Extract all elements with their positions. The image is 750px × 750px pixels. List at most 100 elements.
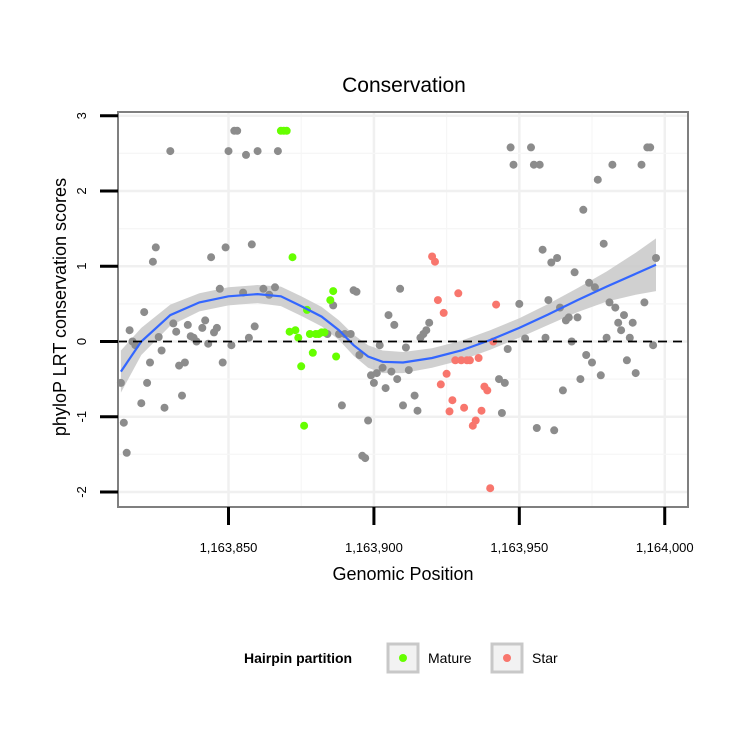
data-point-other	[628, 318, 637, 327]
data-point-other	[579, 205, 588, 214]
data-point-other	[352, 287, 361, 296]
data-point-other	[588, 358, 596, 367]
data-point-other	[221, 243, 230, 252]
data-point-other	[497, 409, 506, 417]
y-tick-label: 1	[74, 263, 89, 270]
data-point-other	[160, 403, 169, 412]
data-point-other	[387, 367, 396, 376]
chart-title: Conservation	[342, 74, 466, 97]
data-point-other	[207, 253, 216, 262]
data-point-mature	[294, 333, 303, 342]
y-tick-label: 2	[74, 187, 89, 194]
data-point-other	[625, 333, 634, 342]
data-point-other	[576, 375, 585, 384]
data-point-mature	[332, 352, 341, 361]
data-point-other	[413, 406, 422, 415]
data-point-star	[486, 484, 495, 493]
gridlines	[118, 112, 688, 507]
data-point-other	[372, 369, 381, 378]
data-point-other	[125, 326, 134, 335]
x-axis: 1,163,850 1,163,900 1,163,950 1,164,000	[200, 507, 694, 555]
smooth-curve	[119, 263, 657, 373]
data-point-other	[355, 351, 364, 359]
data-point-star	[445, 407, 454, 416]
x-tick-label: 1,164,000	[636, 540, 694, 555]
data-point-star	[492, 300, 501, 309]
data-point-other	[611, 303, 620, 312]
data-point-other	[573, 313, 582, 322]
data-point-other	[146, 358, 154, 367]
data-point-other	[515, 299, 524, 308]
y-axis: -2 -1 0 1 2 3	[74, 112, 118, 498]
data-point-other	[247, 240, 256, 249]
data-point-other	[550, 426, 559, 435]
legend-title: Hairpin partition	[244, 650, 352, 666]
data-point-other	[224, 147, 233, 156]
data-point-other	[378, 363, 387, 372]
data-point-other	[614, 318, 623, 327]
data-point-star	[431, 257, 439, 266]
data-point-other	[271, 283, 279, 292]
data-point-other	[617, 326, 626, 335]
data-point-other	[143, 378, 152, 387]
data-point-other	[218, 358, 227, 367]
x-tick-label: 1,163,850	[200, 540, 258, 555]
data-point-other	[544, 296, 553, 305]
data-point-other	[337, 401, 346, 410]
data-point-other	[172, 327, 181, 336]
data-point-star	[433, 296, 442, 305]
data-point-other	[521, 334, 530, 343]
data-point-other	[375, 341, 384, 350]
data-point-mature	[297, 362, 306, 371]
data-point-star	[457, 356, 466, 365]
data-point-other	[384, 311, 393, 320]
data-point-other	[259, 284, 268, 293]
data-point-other	[602, 333, 611, 342]
data-point-other	[396, 284, 405, 293]
data-point-star	[460, 403, 469, 412]
data-point-other	[593, 175, 602, 184]
data-point-other	[212, 323, 221, 332]
data-point-other	[393, 375, 402, 384]
data-point-other	[590, 283, 599, 292]
data-point-other	[390, 320, 399, 329]
data-point-other	[585, 278, 594, 287]
data-point-star	[474, 354, 483, 362]
data-point-other	[582, 351, 591, 359]
data-point-star	[483, 386, 492, 395]
data-point-other	[503, 345, 512, 353]
data-point-other	[425, 318, 434, 327]
data-point-other	[535, 160, 544, 169]
data-point-other	[506, 143, 515, 152]
data-point-other	[166, 147, 175, 156]
data-point-other	[622, 356, 631, 365]
data-point-other	[157, 346, 166, 355]
data-point-other	[340, 330, 349, 338]
data-point-other	[119, 418, 128, 427]
data-point-other	[198, 323, 207, 332]
data-point-other	[169, 319, 178, 328]
data-point-other	[547, 258, 556, 267]
data-point-star	[439, 308, 448, 317]
data-point-other	[148, 257, 157, 266]
x-tick-label: 1,163,950	[490, 540, 548, 555]
data-point-other	[346, 330, 355, 338]
data-point-mature	[305, 330, 314, 338]
data-point-mature	[326, 296, 335, 305]
data-point-other	[401, 343, 410, 352]
data-point-other	[509, 160, 518, 169]
data-point-mature	[282, 126, 291, 135]
data-point-other	[608, 160, 617, 169]
data-point-other	[137, 399, 146, 408]
data-point-star	[451, 356, 460, 365]
data-point-other	[649, 341, 658, 350]
legend-label-star: Star	[532, 650, 558, 666]
legend-dot-mature	[399, 654, 407, 662]
data-point-other	[273, 147, 282, 156]
data-point-other	[527, 143, 535, 152]
y-axis-title: phyloP LRT conservation scores	[50, 178, 70, 436]
smooth-line	[119, 263, 657, 373]
data-point-other	[558, 386, 567, 395]
data-point-other	[140, 308, 149, 317]
